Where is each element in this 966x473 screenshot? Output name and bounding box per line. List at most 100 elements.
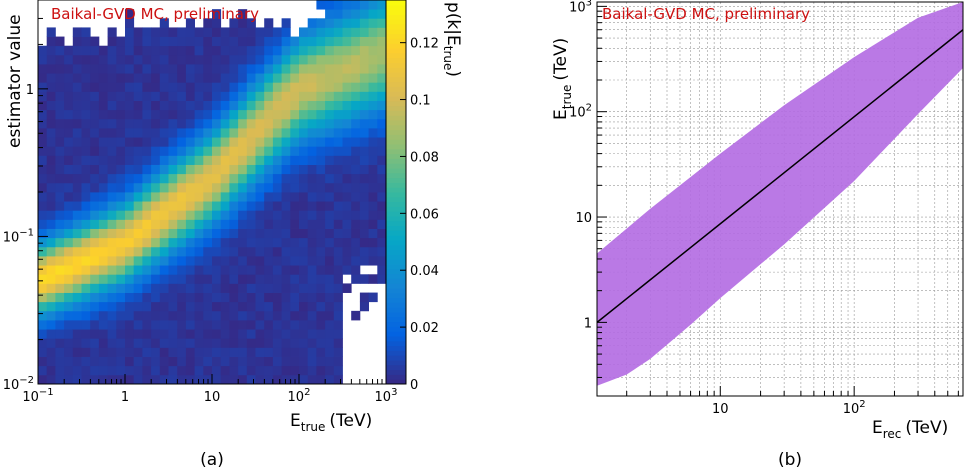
heatmap-cell xyxy=(194,210,204,220)
colorbar-segment xyxy=(386,225,406,231)
heatmap-cell xyxy=(38,100,48,111)
heatmap-cell xyxy=(203,292,213,303)
heatmap-cell xyxy=(212,338,222,348)
heatmap-cell xyxy=(229,173,239,184)
heatmap-cell xyxy=(212,109,222,120)
heatmap-cell xyxy=(159,128,169,138)
heatmap-cell xyxy=(325,329,335,339)
heatmap-cell xyxy=(316,201,326,211)
heatmap-cell xyxy=(177,237,187,248)
heatmap-x-tick-label: 103 xyxy=(375,387,398,405)
heatmap-cell xyxy=(316,228,326,239)
band-x-ticks: 10 102 xyxy=(626,386,959,417)
heatmap-cell xyxy=(281,237,291,248)
heatmap-cell xyxy=(116,210,126,220)
colorbar-segment xyxy=(386,336,406,342)
heatmap-cell xyxy=(98,64,108,74)
heatmap-cell xyxy=(238,347,248,357)
heatmap-cell xyxy=(151,301,161,312)
heatmap-cell xyxy=(212,365,222,376)
heatmap-cell xyxy=(342,54,352,65)
heatmap-cell xyxy=(142,128,152,138)
heatmap-cell xyxy=(255,45,265,56)
heatmap-cell xyxy=(194,265,204,275)
heatmap-cell xyxy=(325,64,335,74)
heatmap-cell xyxy=(38,73,48,83)
heatmap-cell xyxy=(264,338,274,348)
heatmap-cell xyxy=(203,246,213,257)
heatmap-cell xyxy=(272,192,282,202)
heatmap-cell xyxy=(290,36,300,47)
heatmap-cell xyxy=(81,320,91,330)
heatmap-cell xyxy=(351,36,361,47)
heatmap-cell xyxy=(316,256,326,266)
heatmap-cell xyxy=(125,73,135,83)
heatmap-cell xyxy=(116,118,126,129)
colorbar-segment xyxy=(386,379,406,385)
heatmap-cell xyxy=(55,45,65,56)
heatmap-cell xyxy=(46,54,56,65)
heatmap-cell xyxy=(177,82,187,92)
heatmap-cell xyxy=(333,374,343,385)
heatmap-cell xyxy=(307,320,317,330)
heatmap-cell xyxy=(159,109,169,120)
heatmap-cell xyxy=(229,27,239,37)
heatmap-cell xyxy=(368,100,378,111)
heatmap-cell xyxy=(142,246,152,257)
colorbar xyxy=(386,0,406,385)
colorbar-frame xyxy=(385,0,407,385)
heatmap-cell xyxy=(238,292,248,303)
heatmap-cell xyxy=(325,210,335,220)
heatmap-cell xyxy=(281,164,291,175)
heatmap-cell xyxy=(90,320,100,330)
colorbar-segment xyxy=(386,326,406,332)
heatmap-cell xyxy=(185,274,195,284)
heatmap-cell xyxy=(168,356,178,367)
heatmap-cell xyxy=(107,310,117,321)
heatmap-cell xyxy=(194,45,204,56)
heatmap-x-tick-label: 1 xyxy=(121,390,129,405)
heatmap-cell xyxy=(255,338,265,348)
heatmap-cell xyxy=(299,374,309,385)
heatmap-cell xyxy=(307,210,317,220)
heatmap-cell xyxy=(46,246,56,257)
heatmap-cell xyxy=(229,146,239,156)
heatmap-cell xyxy=(125,18,135,28)
heatmap-cell xyxy=(281,45,291,56)
heatmap-cell xyxy=(212,329,222,339)
heatmap-cell xyxy=(133,91,143,101)
heatmap-cell xyxy=(246,246,256,257)
heatmap-cell xyxy=(90,118,100,129)
heatmap-cell xyxy=(299,365,309,376)
heatmap-cell xyxy=(90,164,100,175)
heatmap-cell xyxy=(81,64,91,74)
heatmap-cell xyxy=(272,54,282,65)
heatmap-cell xyxy=(229,82,239,92)
heatmap-cell xyxy=(368,219,378,229)
heatmap-cell xyxy=(281,310,291,321)
heatmap-cell xyxy=(46,265,56,275)
heatmap-cell xyxy=(159,173,169,184)
heatmap-cell xyxy=(299,301,309,312)
colorbar-segment xyxy=(386,345,406,351)
colorbar-tick-label: 0.1 xyxy=(410,94,431,109)
heatmap-cell xyxy=(281,118,291,129)
heatmap-cell xyxy=(255,356,265,367)
heatmap-cell xyxy=(307,155,317,165)
band-watermark: Baikal-GVD MC, preliminary xyxy=(602,5,810,23)
heatmap-cell xyxy=(246,109,256,120)
colorbar-segment xyxy=(386,168,406,174)
colorbar-segment xyxy=(386,259,406,265)
heatmap-cell xyxy=(368,210,378,220)
heatmap-cell xyxy=(116,219,126,229)
heatmap-cell xyxy=(264,265,274,275)
heatmap-cell xyxy=(125,146,135,156)
heatmap-cell xyxy=(255,265,265,275)
heatmap-cell xyxy=(90,210,100,220)
heatmap-cell xyxy=(107,265,117,275)
heatmap-cell xyxy=(229,338,239,348)
heatmap-cell xyxy=(98,228,108,239)
heatmap-cell xyxy=(325,338,335,348)
heatmap-cell xyxy=(142,109,152,120)
heatmap-cell xyxy=(212,283,222,293)
